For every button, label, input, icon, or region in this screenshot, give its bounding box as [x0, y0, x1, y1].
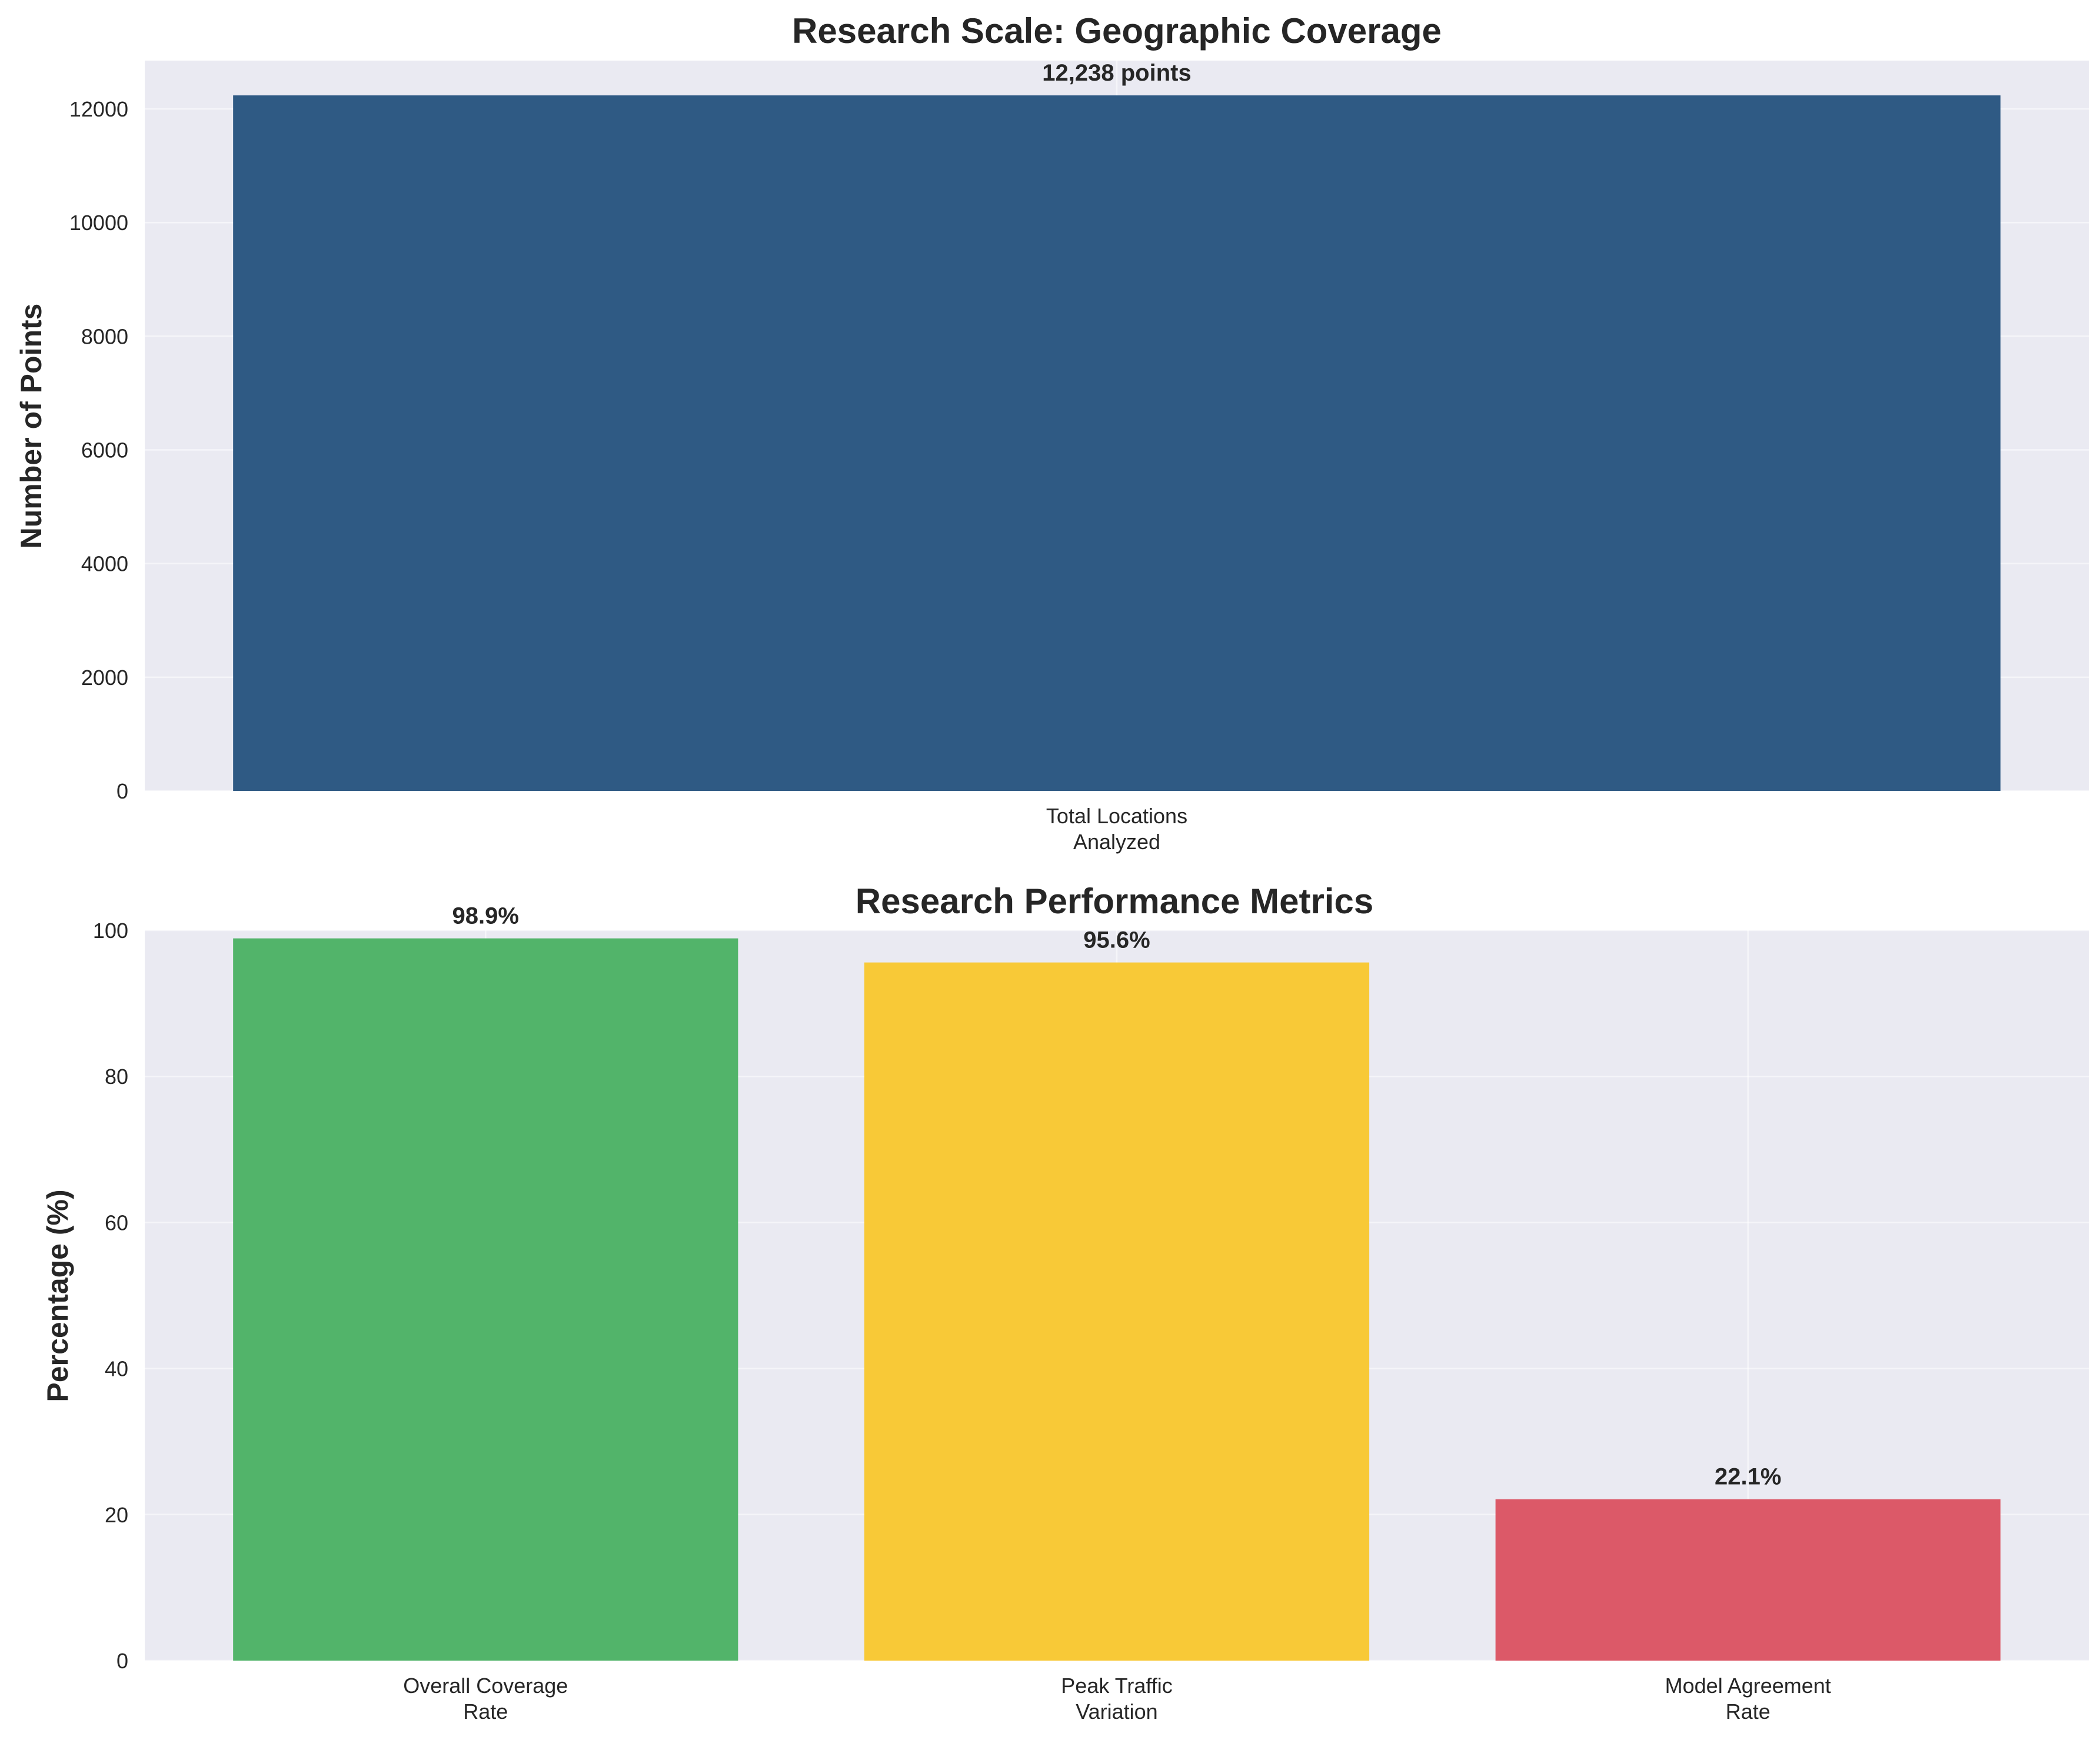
y-tick-label: 10000 — [69, 211, 128, 235]
y-tick-label: 20 — [105, 1503, 128, 1527]
chart-title-top: Research Scale: Geographic Coverage — [792, 11, 1442, 51]
bars-bottom — [233, 938, 2001, 1661]
y-tick-label: 0 — [117, 1649, 128, 1673]
x-tick-label: Overall Coverage — [403, 1674, 568, 1698]
y-tick-label: 40 — [105, 1357, 128, 1381]
bar — [233, 938, 738, 1661]
y-ticks-bottom: 0 20 40 60 80 100 — [93, 919, 128, 1673]
y-tick-label: 4000 — [81, 552, 128, 576]
data-label: 22.1% — [1715, 1464, 1781, 1490]
x-tick-label: Variation — [1076, 1699, 1157, 1724]
chart-title-bottom: Research Performance Metrics — [856, 882, 1373, 921]
y-axis-label-top: Number of Points — [15, 304, 48, 549]
y-tick-label: 100 — [93, 919, 128, 943]
x-tick-label: Rate — [463, 1699, 508, 1724]
data-labels-top: 12,238 points — [1042, 60, 1191, 86]
y-axis-label-bottom: Percentage (%) — [41, 1189, 74, 1402]
bar — [1495, 1499, 2001, 1661]
y-tick-label: 80 — [105, 1065, 128, 1089]
data-label: 98.9% — [452, 903, 519, 929]
y-tick-label: 2000 — [81, 666, 128, 690]
bar — [233, 95, 2001, 791]
y-tick-label: 12000 — [69, 97, 128, 121]
bars-top — [233, 95, 2001, 791]
y-tick-label: 8000 — [81, 324, 128, 348]
x-tick-label: Model Agreement — [1665, 1674, 1831, 1698]
x-tick-label: Total Locations — [1046, 804, 1187, 828]
y-tick-label: 0 — [117, 779, 128, 803]
x-tick-label: Peak Traffic — [1061, 1674, 1172, 1698]
data-label: 12,238 points — [1042, 60, 1191, 86]
x-tick-label: Rate — [1726, 1699, 1770, 1724]
chart-top: 0 2000 4000 6000 8000 10000 12000 Total Locati… — [15, 11, 2089, 854]
y-tick-label: 6000 — [81, 438, 128, 463]
data-label: 95.6% — [1083, 927, 1150, 953]
data-labels-bottom: 98.9% 95.6% 22.1% — [452, 903, 1782, 1490]
bar — [864, 962, 1370, 1661]
x-tick-label: Analyzed — [1073, 830, 1160, 854]
y-ticks-top: 0 2000 4000 6000 8000 10000 12000 — [69, 97, 128, 803]
y-tick-label: 60 — [105, 1210, 128, 1235]
